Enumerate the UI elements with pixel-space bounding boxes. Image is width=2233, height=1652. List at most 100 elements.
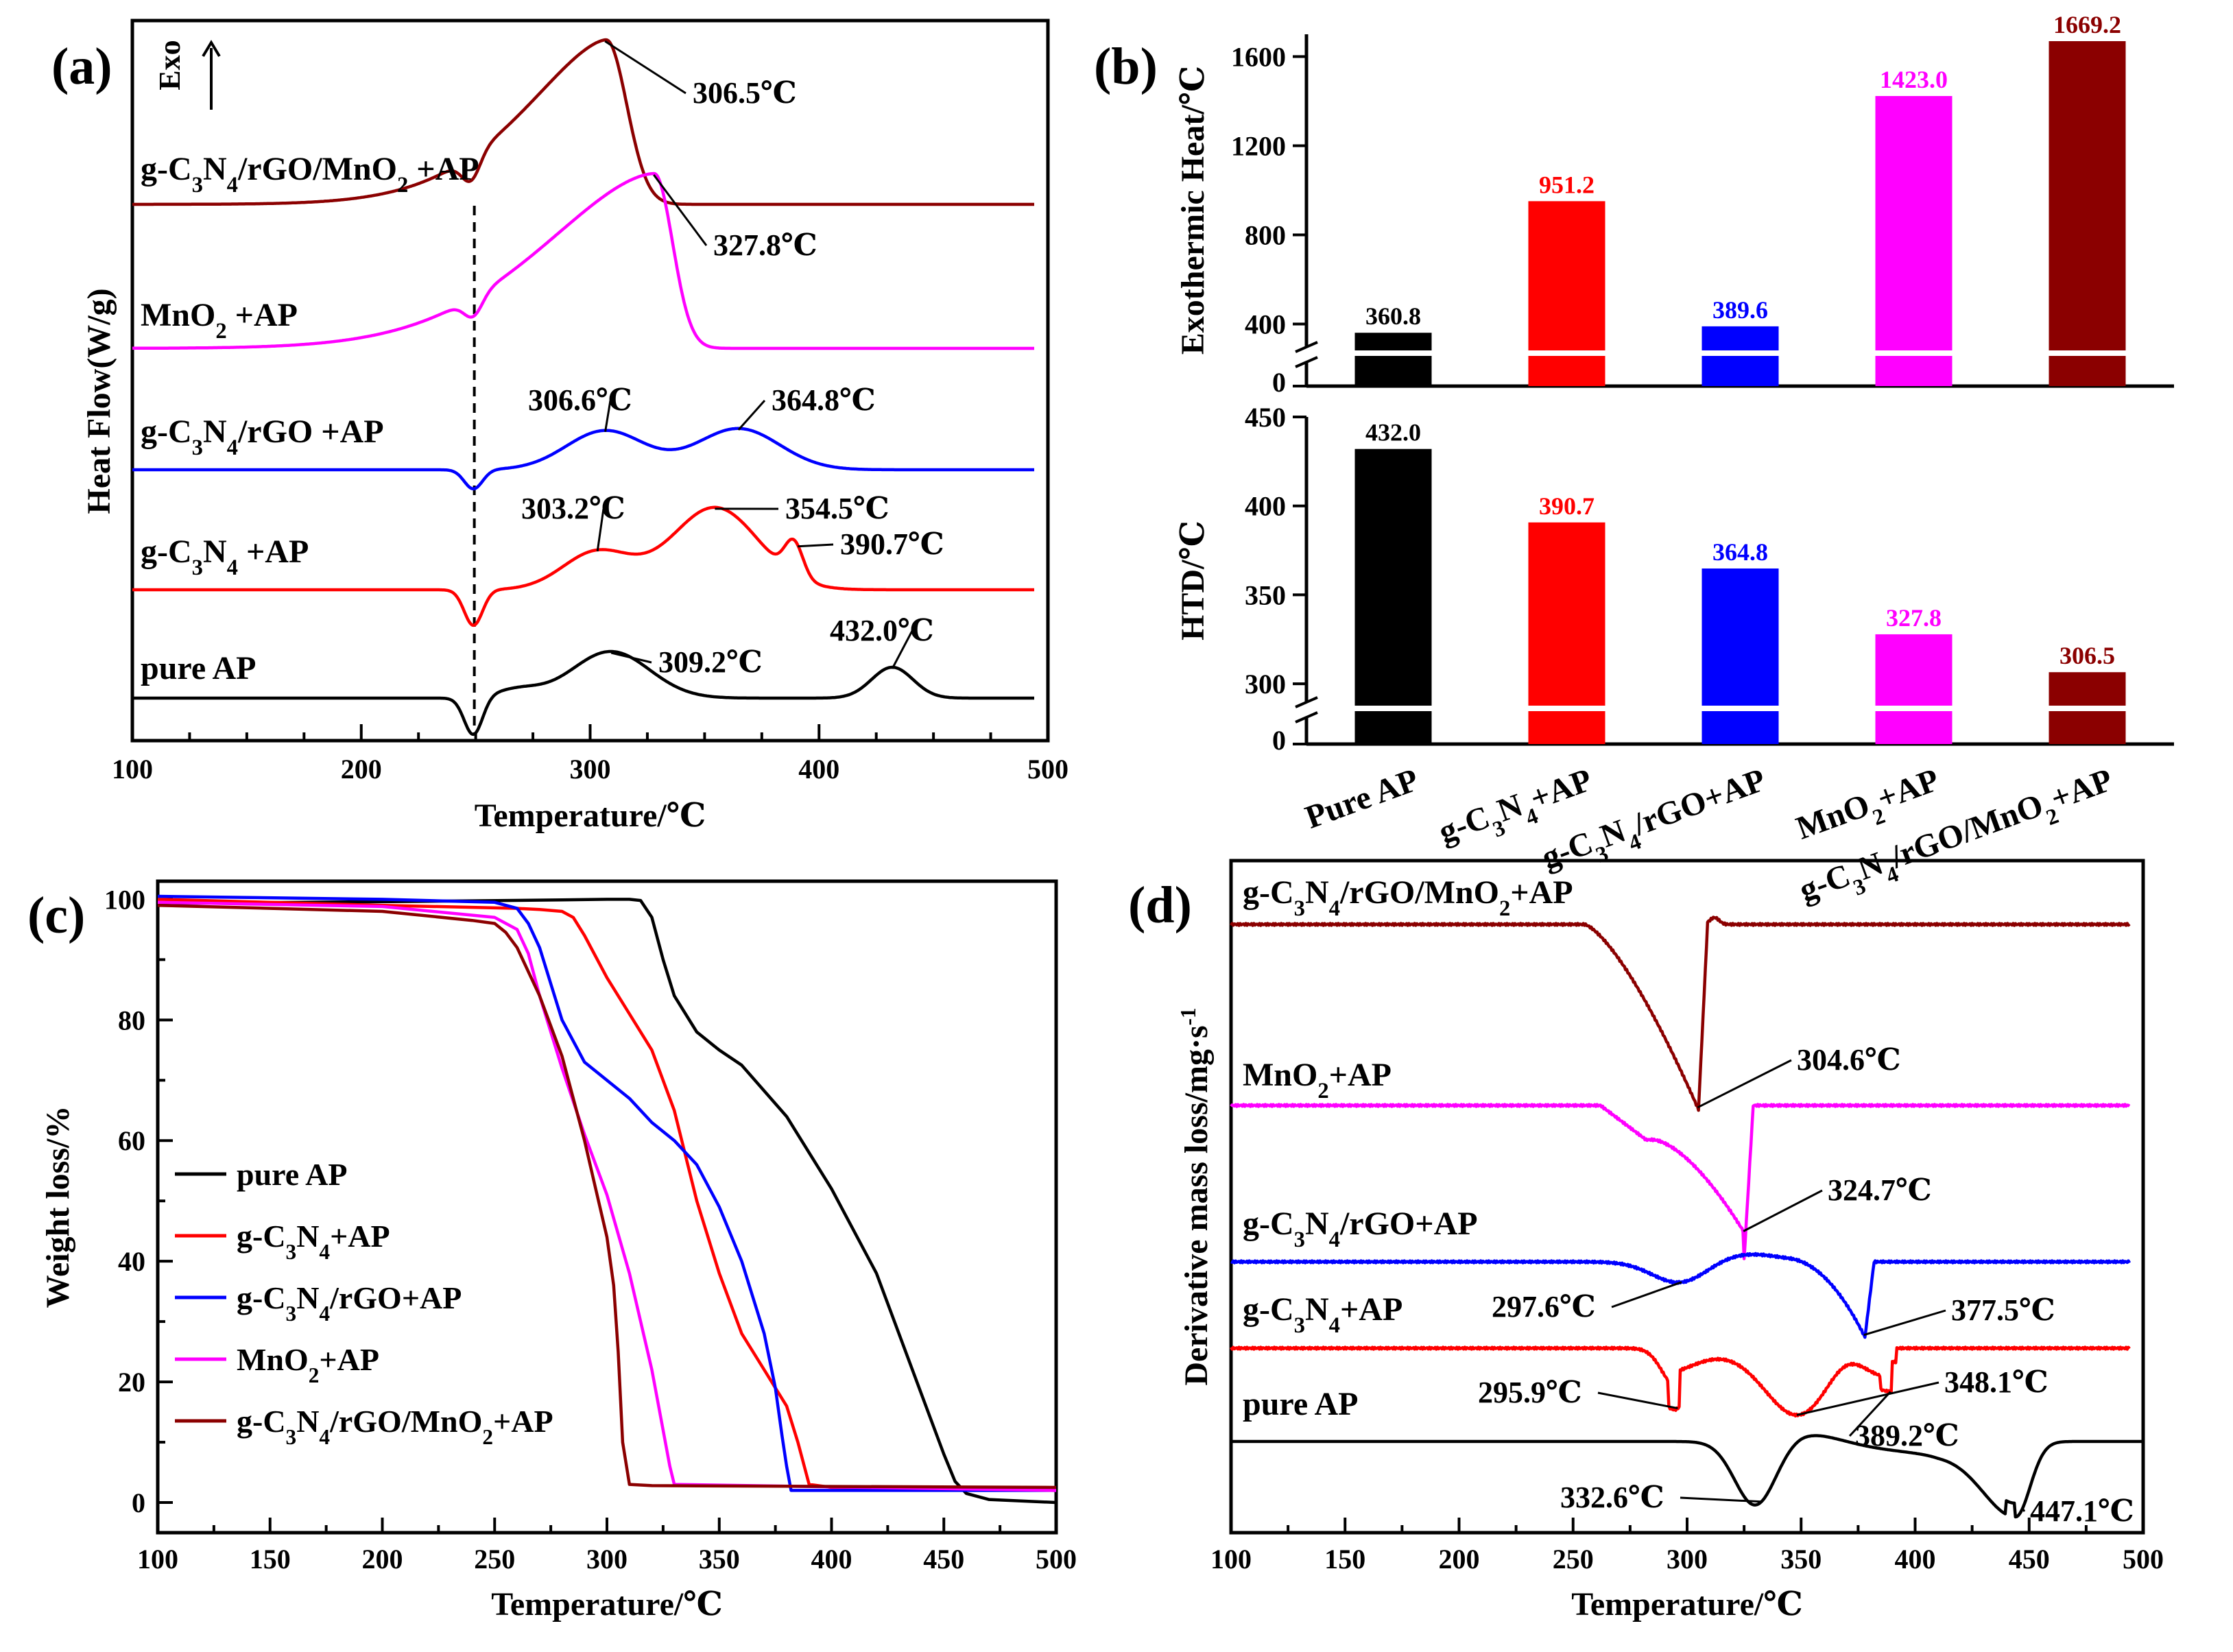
- panel-b-top-break-mark: [1295, 356, 1318, 368]
- panel-b-bottom-bar-break: [2049, 706, 2126, 711]
- panel-a-peak-arrow: [604, 400, 612, 432]
- panel-a-peak-label: 327.8℃: [713, 228, 817, 262]
- panel-d-peak-label: 377.5℃: [1951, 1293, 2055, 1327]
- panel-d-peak-label: 304.6℃: [1797, 1043, 1901, 1077]
- panel-b-bottom-break-mark: [1295, 696, 1318, 708]
- panel-a-xtick-label: 100: [112, 754, 153, 785]
- panel-d-series-label: g-C3N4/rGO/MnO2+AP: [1243, 874, 1573, 921]
- panel-b-bottom-zero-label: 0: [1272, 725, 1286, 756]
- panel-d-peak-arrow: [1796, 1381, 1939, 1416]
- panel-b-top-ytick-label: 400: [1245, 309, 1286, 340]
- panel-c-ytick-label: 100: [104, 884, 145, 915]
- panel-c-ylabel: Weight loss/%: [40, 1106, 76, 1308]
- panel-a-series-line: [132, 649, 1035, 737]
- panel-d: 100 150 200 250 300 350 400 450 500 Temperature/℃…: [1128, 859, 2164, 1623]
- panel-b-bottom-bar: [1701, 568, 1779, 744]
- panel-a-series-line: [132, 171, 1035, 350]
- panel-d-series-label: g-C3N4/rGO+AP: [1243, 1206, 1478, 1252]
- panel-d-peak-arrow: [1611, 1281, 1682, 1308]
- panel-a-peak-arrow: [604, 40, 686, 95]
- panel-b-bottom-bar-break: [1354, 706, 1432, 711]
- panel-b-bottom-bar-label: 364.8: [1712, 538, 1768, 566]
- panel-b-top-bar-break: [1875, 350, 1953, 356]
- panel-d-series-line: [1230, 1103, 2131, 1260]
- panel-c-ytick-label: 80: [118, 1005, 145, 1036]
- panel-d-peak-label: 447.1℃: [2030, 1494, 2134, 1528]
- panel-b-bottom-bar-break: [1701, 706, 1779, 711]
- panel-c-xtick-label: 300: [586, 1544, 628, 1575]
- panel-a-peak-arrow: [798, 543, 834, 548]
- panel-b-top-bar: [2049, 41, 2126, 386]
- panel-b-top-bar-label: 360.8: [1365, 302, 1421, 330]
- panel-c-ytick-label: 0: [132, 1487, 145, 1518]
- panel-a-peak-arrow: [610, 651, 652, 664]
- panel-d-xtick-label: 300: [1667, 1544, 1708, 1575]
- panel-b-category-label: g-C3N4+AP: [1434, 762, 1600, 861]
- panel-b-label: (b): [1094, 38, 1158, 95]
- panel-b-top-bar: [1528, 201, 1605, 386]
- panel-a-peak-arrow: [653, 174, 708, 246]
- panel-a-peak-label: 432.0℃: [830, 614, 934, 647]
- panel-a-series-line: [132, 427, 1035, 491]
- panel-d-peak-label: 332.6℃: [1560, 1481, 1664, 1514]
- panel-b-top-break-mark: [1295, 341, 1318, 353]
- panel-c-xtick-label: 200: [362, 1544, 403, 1575]
- panel-b-top-bar-break: [2049, 350, 2126, 356]
- panel-c-xlabel: Temperature/℃: [491, 1586, 722, 1623]
- panel-d-xtick-label: 450: [2009, 1544, 2050, 1575]
- panel-b-top-zero-label: 0: [1272, 367, 1286, 398]
- panel-d-peak-label: 324.7℃: [1828, 1173, 1932, 1207]
- panel-a-xtick-label: 500: [1027, 754, 1068, 785]
- panel-b-top-ytick-label: 1200: [1231, 131, 1286, 162]
- panel-a-series-label: g-C3N4/rGO +AP: [141, 414, 384, 460]
- panel-c-xtick-label: 450: [923, 1544, 964, 1575]
- panel-d-series-label: pure AP: [1243, 1386, 1358, 1422]
- panel-a-series-label: g-C3N4 +AP: [141, 534, 309, 580]
- panel-b-bottom-bar-label: 327.8: [1886, 604, 1942, 632]
- panel-c-series-line: [157, 898, 1057, 1492]
- panel-b-bottom-bar-label: 390.7: [1539, 492, 1595, 520]
- panel-a-peak-label: 306.5℃: [693, 76, 797, 110]
- panel-c-legend-label: pure AP: [237, 1157, 347, 1192]
- panel-b-bottom-bar-break: [1875, 706, 1953, 711]
- panel-a-xlabel: Temperature/℃: [475, 798, 706, 834]
- panel-b-bottom-bar-label: 432.0: [1365, 419, 1421, 446]
- panel-d-series-line: [1230, 1434, 2144, 1519]
- panel-a: 100 200 300 400 500 Temperature/℃ Heat Flow(W/…: [51, 19, 1068, 834]
- panel-c-legend-label: g-C3N4/rGO/MnO2+AP: [237, 1404, 553, 1449]
- panel-d-label: (d): [1128, 876, 1192, 934]
- panel-d-peak-arrow: [1848, 1391, 1891, 1437]
- panel-b-top-bar-break: [1528, 350, 1605, 356]
- panel-c-legend-label: MnO2+AP: [237, 1342, 379, 1387]
- panel-d-series-line: [1230, 1345, 2131, 1418]
- panel-a-peak-label: 390.7℃: [840, 527, 944, 561]
- panel-a-peak-label: 354.5℃: [785, 492, 889, 525]
- panel-d-peak-arrow: [1863, 1309, 1946, 1337]
- panel-b-bottom-bar-label: 306.5: [2059, 642, 2115, 669]
- panel-b-top-bar-label: 389.6: [1712, 296, 1768, 324]
- panel-d-peak-arrow: [1697, 1059, 1792, 1109]
- panel-c-xtick-label: 400: [811, 1544, 852, 1575]
- panel-b-top-bar: [1875, 96, 1953, 386]
- panel-b-top-bar-label: 951.2: [1539, 171, 1595, 198]
- panel-b-bottom-ytick-label: 350: [1245, 579, 1286, 610]
- panel-b-top-bar-break: [1701, 350, 1779, 356]
- panel-b-top-bar: [1354, 333, 1432, 386]
- panel-d-peak-arrow: [1743, 1189, 1823, 1232]
- panel-d-series-label: g-C3N4+AP: [1243, 1291, 1402, 1338]
- panel-a-series-label: MnO2 +AP: [141, 297, 298, 344]
- panel-d-peak-label: 295.9℃: [1478, 1376, 1582, 1409]
- panel-c-ytick-label: 40: [118, 1246, 145, 1277]
- panel-c-xtick-label: 500: [1036, 1544, 1077, 1575]
- panel-b-bottom-bar-break: [1528, 706, 1605, 711]
- panel-b-bottom-ytick-label: 300: [1245, 669, 1286, 699]
- panel-b-top-ytick-label: 1600: [1231, 42, 1286, 73]
- panel-b-top-ylabel: Exothermic Heat/℃: [1175, 66, 1211, 355]
- panel-a-peak-arrow: [891, 630, 914, 669]
- panel-c-series-line: [157, 903, 1057, 1489]
- panel-a-label: (a): [51, 38, 112, 95]
- panel-b-top-bar: [1701, 326, 1779, 386]
- panel-b-top-ytick-label: 800: [1245, 220, 1286, 251]
- panel-c-ytick-label: 20: [118, 1367, 145, 1398]
- panel-d-xlabel: Temperature/℃: [1571, 1586, 1802, 1623]
